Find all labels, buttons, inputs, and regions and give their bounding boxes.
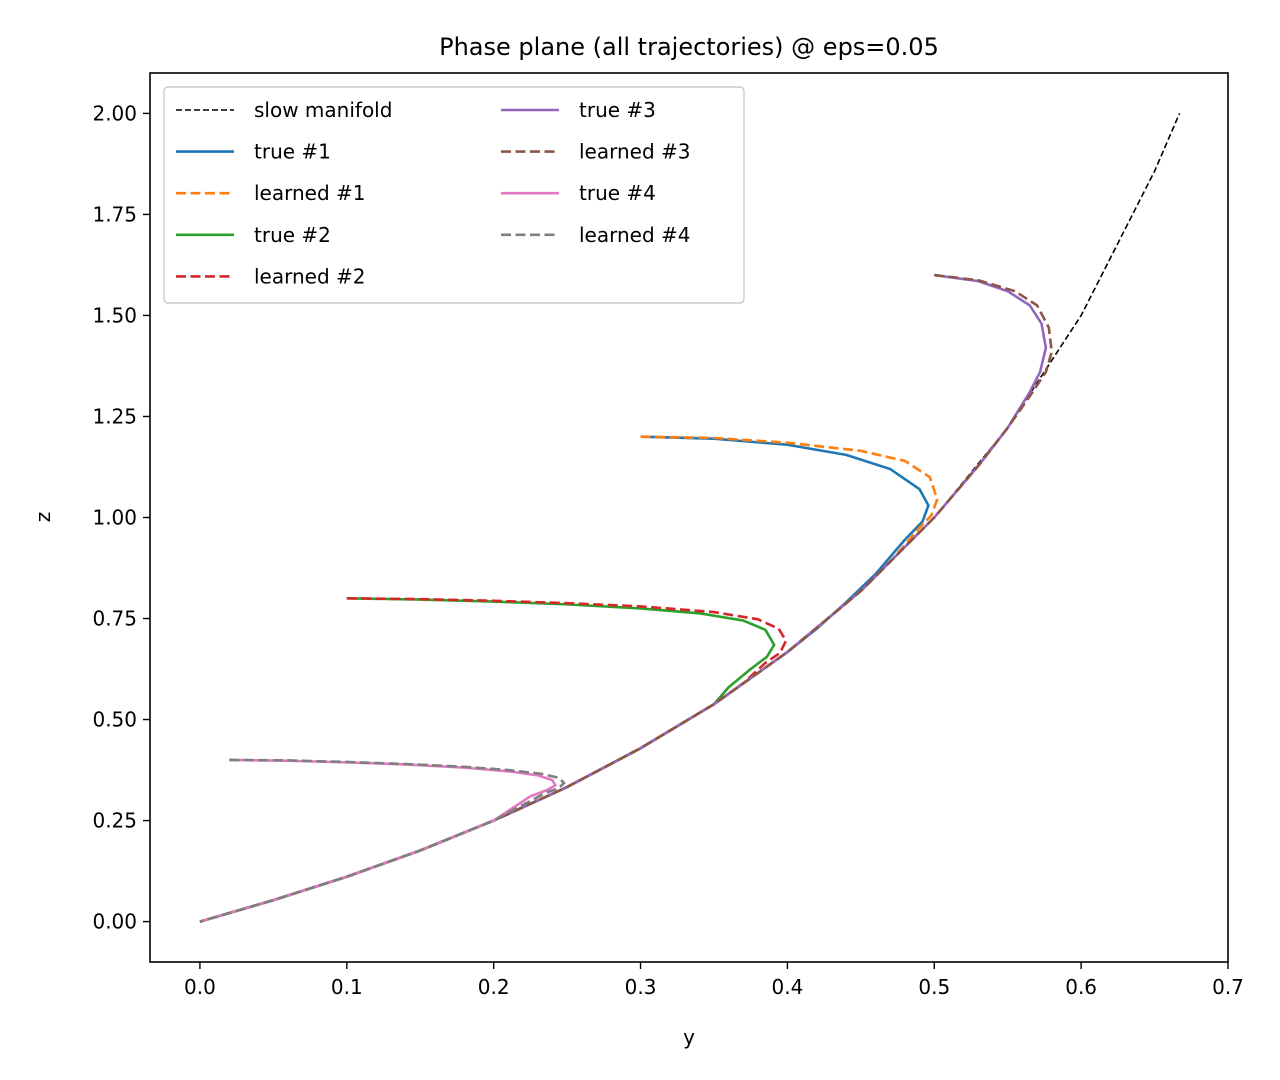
y-tick-label: 0.50 bbox=[92, 708, 137, 732]
y-tick-label: 1.00 bbox=[92, 506, 137, 530]
x-tick-label: 0.3 bbox=[625, 975, 657, 999]
legend-entry-label: learned #3 bbox=[579, 140, 691, 164]
plot-area bbox=[199, 113, 1181, 923]
y-tick-label: 0.00 bbox=[92, 910, 137, 934]
legend-entry-label: learned #1 bbox=[254, 181, 366, 205]
x-tick-label: 0.1 bbox=[331, 975, 363, 999]
legend-entry-label: true #2 bbox=[254, 223, 331, 247]
x-tick-label: 0.4 bbox=[771, 975, 803, 999]
y-tick-label: 2.00 bbox=[92, 101, 137, 125]
x-tick-label: 0.7 bbox=[1212, 975, 1244, 999]
y-axis-label: z bbox=[31, 512, 55, 523]
y-tick-label: 0.25 bbox=[92, 809, 137, 833]
legend-entry-label: learned #4 bbox=[579, 223, 691, 247]
legend-entry-label: learned #2 bbox=[254, 264, 366, 288]
legend-box bbox=[163, 86, 745, 304]
x-axis-ticks: 0.0 0.1 0.2 0.3 0.4 0.5 0.6 0.7 bbox=[184, 962, 1244, 999]
legend-entry-label: slow manifold bbox=[254, 98, 392, 122]
x-tick-label: 0.6 bbox=[1065, 975, 1097, 999]
legend-entry-label: true #4 bbox=[579, 181, 656, 205]
x-tick-label: 0.2 bbox=[478, 975, 510, 999]
y-tick-label: 1.75 bbox=[92, 202, 137, 226]
y-tick-label: 1.25 bbox=[92, 404, 137, 428]
series-line-learned-3 bbox=[199, 273, 1054, 923]
x-axis-label: y bbox=[683, 1025, 695, 1049]
x-tick-label: 0.5 bbox=[918, 975, 950, 999]
legend-entry-label: true #1 bbox=[254, 140, 331, 164]
y-tick-label: 1.50 bbox=[92, 303, 137, 327]
legend: slow manifold true #1 learned #1 true #2 lea… bbox=[163, 86, 745, 304]
y-tick-label: 0.75 bbox=[92, 607, 137, 631]
x-tick-label: 0.0 bbox=[184, 975, 216, 999]
chart-title: Phase plane (all trajectories) @ eps=0.0… bbox=[439, 33, 939, 61]
legend-entry-label: true #3 bbox=[579, 98, 656, 122]
series-line-learned-4 bbox=[199, 758, 566, 923]
y-axis-ticks: 0.00 0.25 0.50 0.75 1.00 1.25 1.50 1.75 2.00 bbox=[92, 101, 150, 934]
